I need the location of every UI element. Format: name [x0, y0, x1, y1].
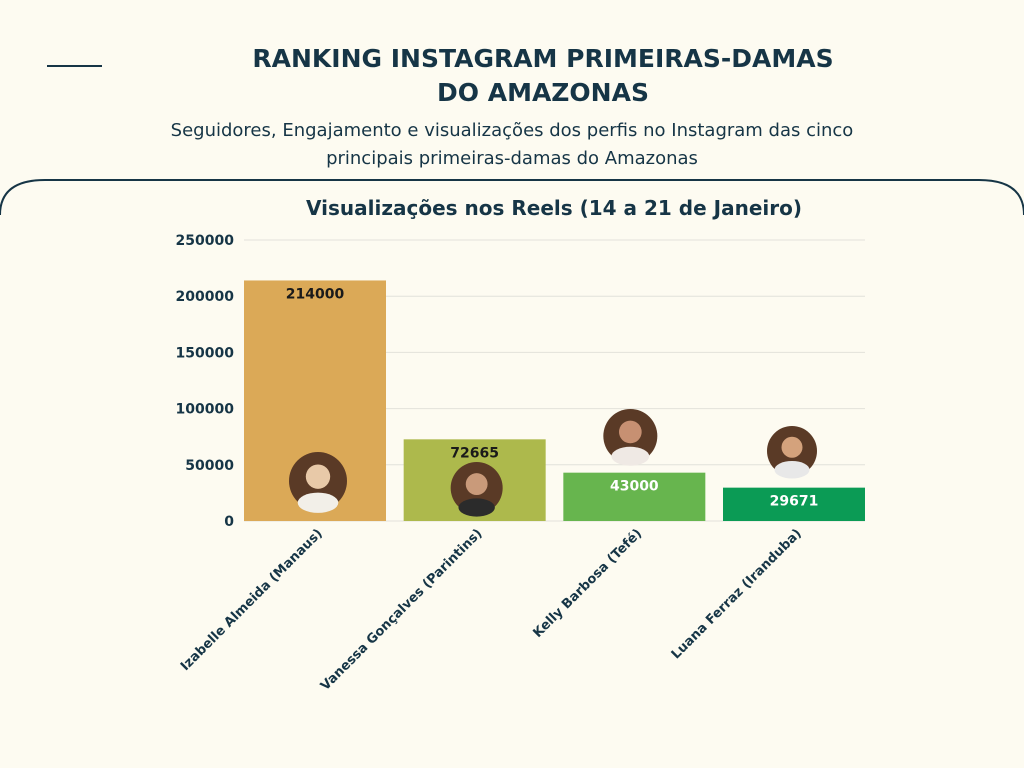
avatar-face [781, 436, 803, 458]
avatar-face [465, 473, 488, 496]
avatar-photo [603, 409, 658, 466]
subtitle-line-1: Seguidores, Engajamento e visualizações … [170, 120, 854, 141]
avatar-body [458, 498, 495, 517]
x-category-label: Izabelle Almeida (Manaus) [178, 526, 326, 674]
avatar-face [305, 464, 331, 489]
chart-title: Visualizações nos Reels (14 a 21 de Jane… [306, 196, 802, 220]
avatar-face [618, 420, 642, 444]
y-axis-ticks: 0 50000 100000 150000 200000 250000 [176, 233, 235, 530]
chart-frame-arc [0, 179, 1024, 216]
y-tick-label: 0 [224, 514, 234, 530]
avatar-photo [450, 462, 503, 517]
y-tick-label: 150000 [176, 345, 235, 361]
data-label: 43000 [610, 479, 659, 495]
x-category-label: Vanessa Gonçalves (Parintins) [318, 526, 486, 694]
y-tick-label: 200000 [176, 289, 235, 305]
y-tick-label: 250000 [176, 233, 235, 249]
y-tick-label: 50000 [185, 458, 234, 474]
y-tick-label: 100000 [176, 402, 235, 418]
avatar-body [611, 446, 650, 466]
bar [563, 472, 706, 521]
data-labels: 214000 72665 43000 29671 [286, 286, 819, 509]
subtitle-line-2: principais primeiras-damas do Amazonas [326, 148, 698, 169]
data-label: 72665 [450, 445, 499, 461]
x-category-label: Kelly Barbosa (Tefé) [530, 526, 645, 641]
data-label: 29671 [770, 494, 819, 510]
avatar-photo [767, 426, 817, 479]
data-label: 214000 [286, 286, 345, 302]
x-category-label: Luana Ferraz (Iranduba) [669, 526, 805, 662]
page-title: RANKING INSTAGRAM PRIMEIRAS-DAMAS DO AMA… [0, 42, 1024, 110]
avatar-photo [289, 452, 347, 513]
avatar-body [774, 461, 810, 479]
page-subtitle: Seguidores, Engajamento e visualizações … [0, 117, 1024, 173]
decorative-line [47, 65, 102, 67]
x-axis-categories: Izabelle Almeida (Manaus)Vanessa Gonçalv… [178, 526, 805, 694]
title-line-2: DO AMAZONAS [437, 78, 649, 107]
avatar-body [297, 492, 339, 513]
bar [723, 487, 865, 521]
title-line-1: RANKING INSTAGRAM PRIMEIRAS-DAMAS [252, 44, 834, 73]
avatars [289, 409, 817, 517]
